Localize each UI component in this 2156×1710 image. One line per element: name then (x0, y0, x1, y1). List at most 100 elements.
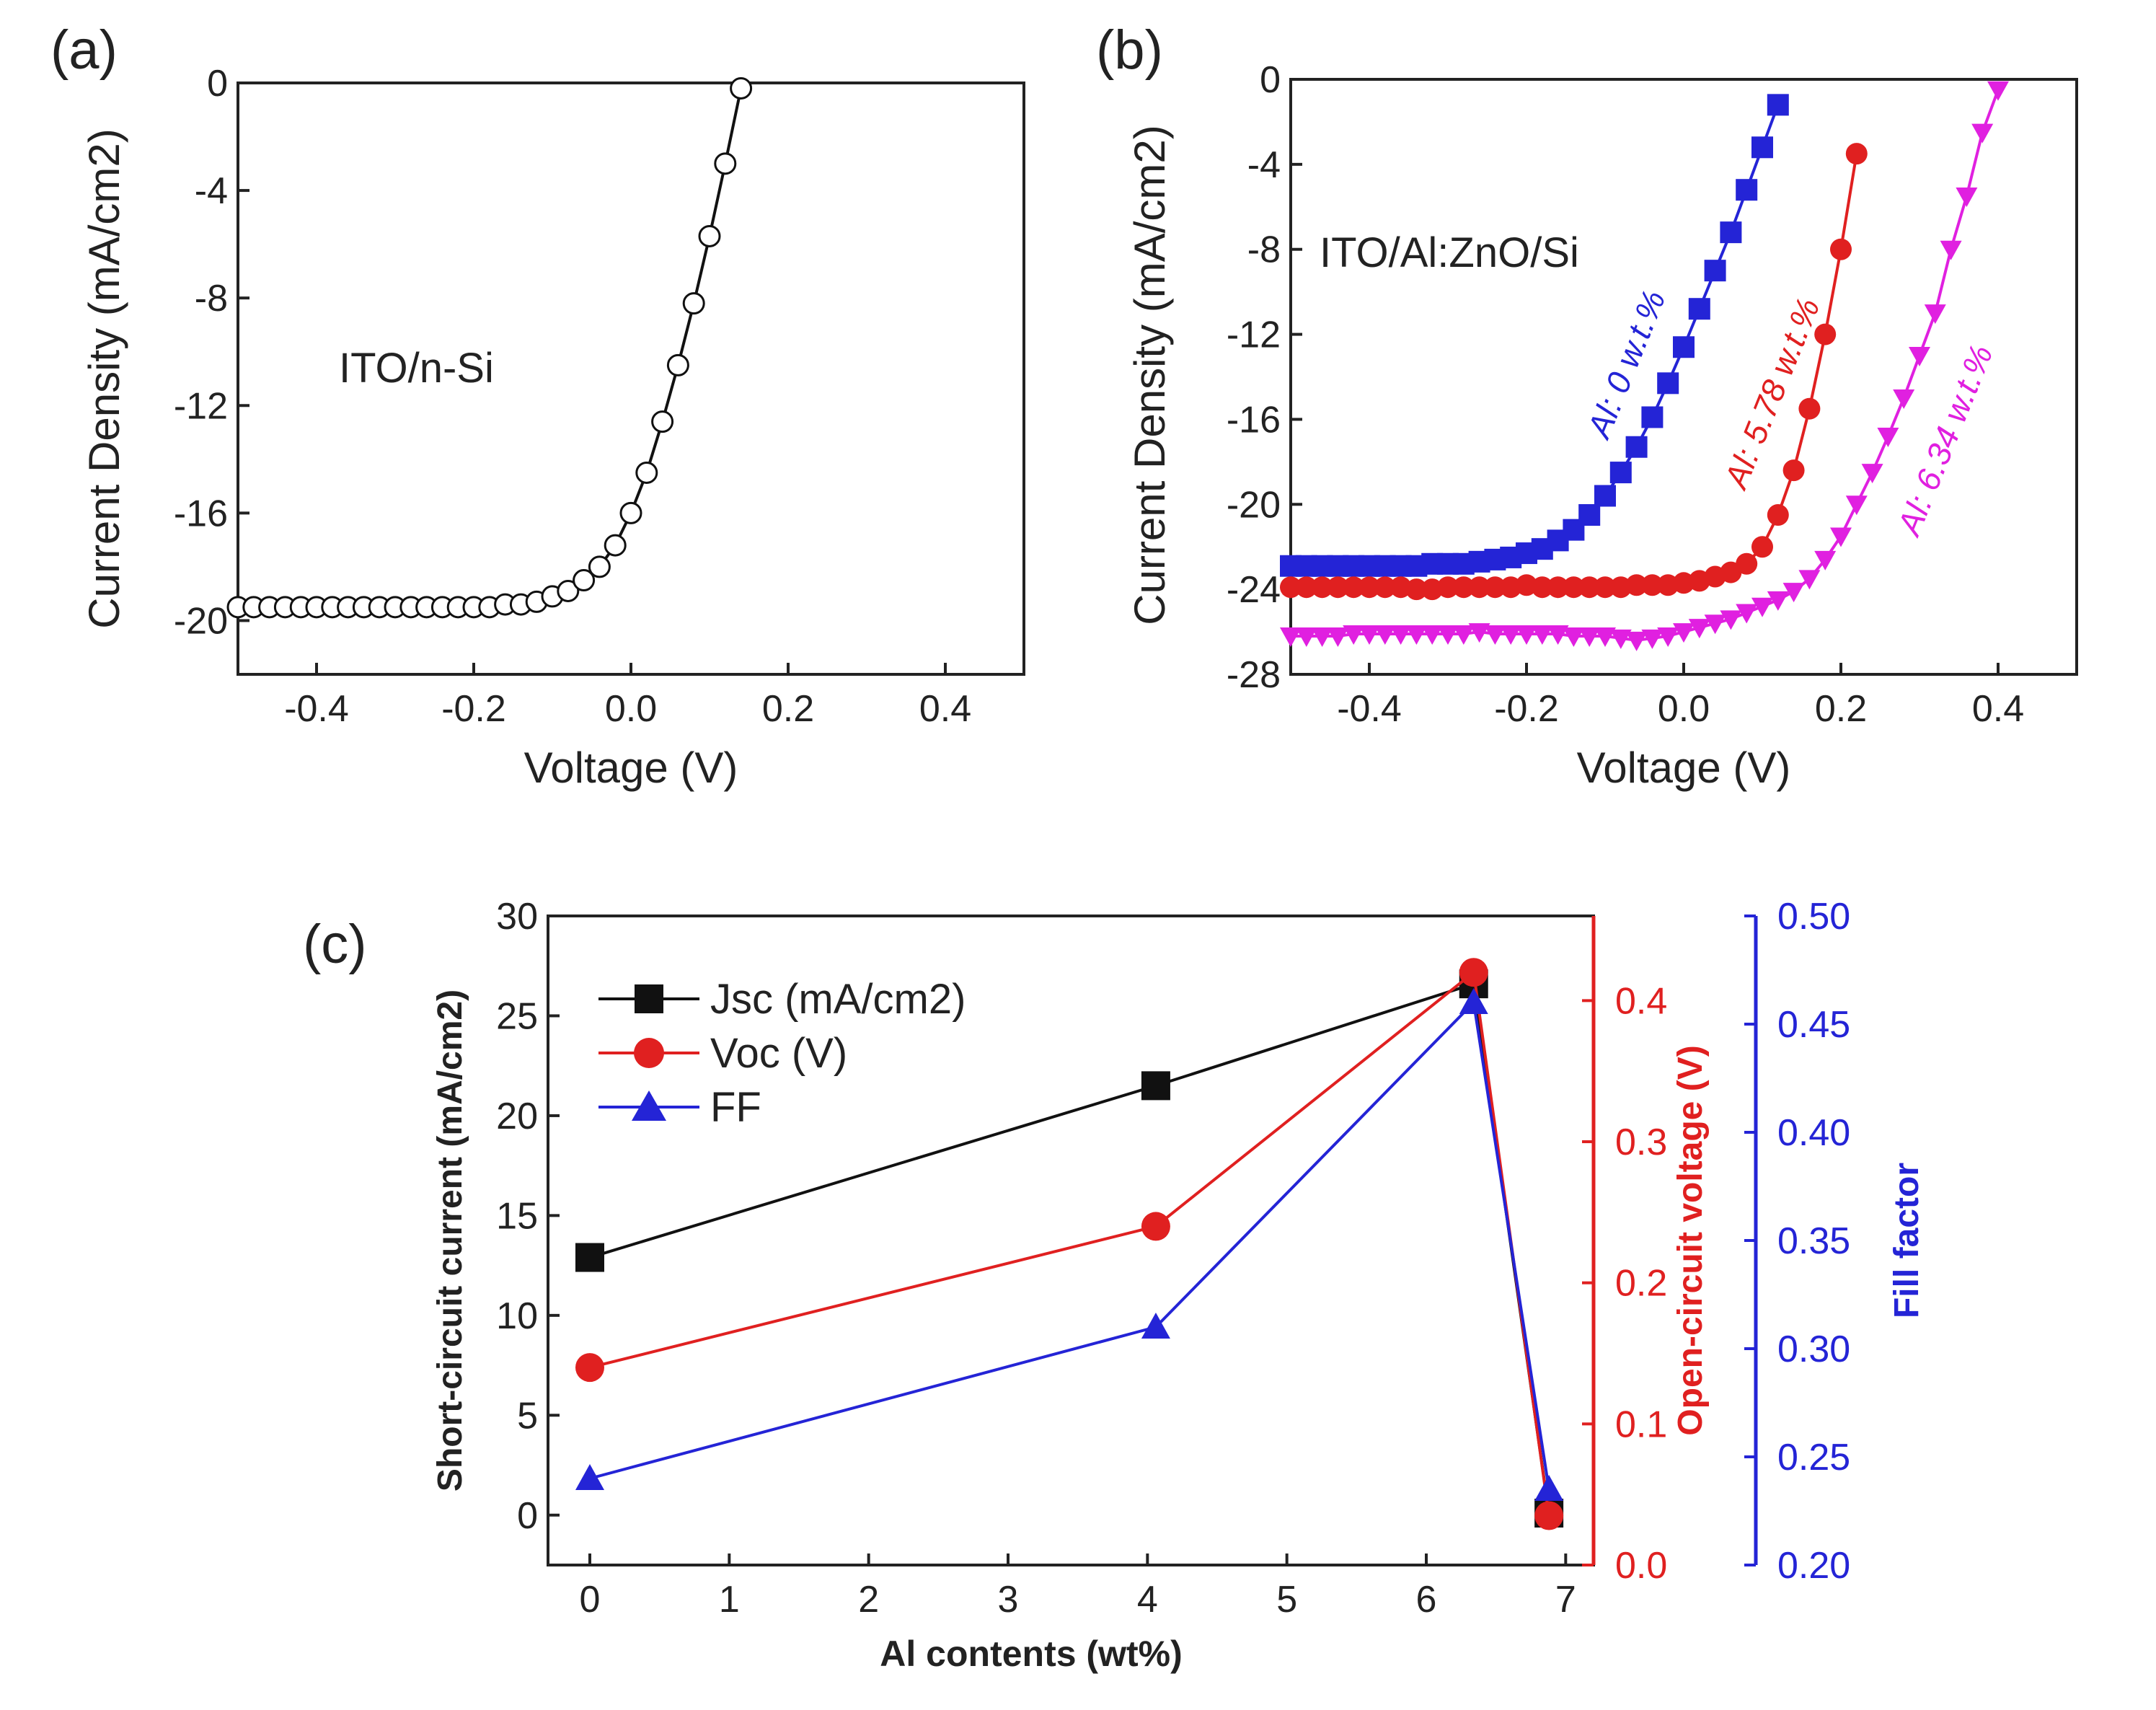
b-series-al578-point (1641, 574, 1664, 596)
b-series-al0-line (1291, 104, 1780, 568)
a-ytick-label: 0 (207, 63, 228, 105)
c-left-ytick-label: 20 (496, 1096, 538, 1137)
c-xtick-label: 5 (1276, 1579, 1297, 1621)
b-series-al634-point (1814, 550, 1837, 570)
panel-b-label: (b) (1096, 19, 1163, 81)
a-ytick-label: -4 (195, 170, 228, 212)
b-series-al634-line (1291, 89, 2000, 642)
c-right2-ytick-label: 0.50 (1777, 896, 1850, 938)
b-series-al634-point (1688, 619, 1710, 639)
b-series-al578-point (1343, 576, 1365, 599)
c-right1-ytick-label: 0.4 (1615, 980, 1667, 1022)
b-series-al0-point (1657, 372, 1679, 395)
b-series-al578-point (1280, 576, 1302, 599)
legend-jsc-marker (635, 984, 663, 1013)
legend-voc-label: Voc (V) (710, 1030, 847, 1077)
legend: Jsc (mA/cm2) Voc (V) FF (598, 976, 966, 1131)
b-series-al634-point (1893, 389, 1915, 409)
c-series-ff-point (1534, 1475, 1564, 1501)
b-series-al578-point (1767, 504, 1789, 526)
panel-b-ticks: -0.4 -0.2 0.0 0.2 0.4 0 -4 -8 -12 -16 -20 -24 -28 (1227, 59, 2024, 730)
c-xtick-label: 0 (580, 1579, 601, 1621)
panel-c-ylabel-right1: Open-circuit voltage (V) (1671, 1045, 1710, 1435)
b-series-al634-point (1516, 625, 1537, 645)
b-series-al634-point (1861, 464, 1883, 484)
c-xtick-label: 7 (1555, 1579, 1576, 1621)
c-left-ytick-label: 25 (496, 995, 538, 1037)
c-xtick-label: 2 (858, 1579, 879, 1621)
panel-c: (c) 0 1 2 3 4 5 6 70510152025300.00.10.20.30.40… (303, 896, 1926, 1674)
c-series-voc-point (1459, 958, 1488, 987)
b-series-al0-point (1641, 406, 1664, 428)
b-series-al634-point (1736, 604, 1758, 624)
c-series-ff-point (1141, 1313, 1170, 1339)
b-series-al0-point (1767, 94, 1789, 116)
b-series-al634-point (1845, 495, 1868, 516)
a-xtick-label: -0.2 (441, 688, 506, 730)
b-series-al578-point (1782, 459, 1805, 482)
c-series-jsc-point (575, 1243, 604, 1272)
b-ytick-label: -16 (1227, 399, 1281, 441)
b-series-al578-point (1516, 574, 1537, 596)
b-series-al578-point (1437, 576, 1459, 599)
b-series-al634-point (1468, 623, 1490, 643)
b-series-al634-point (1924, 304, 1946, 325)
b-series-al634-point (1484, 625, 1506, 645)
b-series-al634-point (1452, 625, 1475, 645)
b-series-al634-point (1594, 627, 1616, 647)
panel-b-annotation: ITO/Al:ZnO/Si (1320, 229, 1579, 276)
panel-c-frame (547, 915, 1595, 1566)
b-series-al578-point (1657, 574, 1679, 596)
b-series-al0-point (1688, 298, 1710, 320)
a-ytick-label: -16 (174, 493, 228, 534)
b-series-al578-point (1358, 576, 1380, 599)
a-xtick-label: 0.0 (605, 688, 657, 730)
b-series-al634-point (1798, 570, 1821, 590)
b-series-al578-point (1452, 576, 1475, 599)
b-series-al578-point (1814, 323, 1837, 345)
b-xtick-label: 0.4 (1972, 688, 2024, 730)
c-left-ytick-label: 15 (496, 1195, 538, 1237)
a-xtick-label: 0.4 (919, 688, 971, 730)
b-series-al578-point (1751, 536, 1773, 558)
b-series-al578-point (1594, 576, 1616, 599)
b-series-al578-point (1390, 576, 1412, 599)
b-xtick-label: -0.4 (1337, 688, 1402, 730)
b-series-al578-point (1609, 576, 1632, 599)
c-right2-ytick-label: 0.40 (1777, 1112, 1850, 1154)
b-series-al0-point (1609, 462, 1632, 484)
legend-ff-marker (632, 1090, 666, 1121)
b-series-al634-point (1673, 623, 1695, 643)
panel-c-ylabel-left: Short-circuit current (mA/cm2) (431, 990, 469, 1491)
b-series-al578-point (1311, 576, 1333, 599)
panel-b-data (1280, 81, 2009, 651)
panel-b: (b) -0.4 -0.2 0.0 0.2 0.4 0 -4 -8 -12 -16 -20 -24 -2… (1096, 19, 2078, 792)
b-xtick-label: 0.2 (1815, 688, 1867, 730)
b-ytick-label: -28 (1227, 654, 1281, 696)
b-series-al634-point (1956, 188, 1978, 208)
b-series-al634-point (1782, 583, 1805, 603)
c-left-ytick-label: 0 (517, 1495, 538, 1537)
panel-a-ticks: -0.4 -0.2 0.0 0.2 0.4 0 -4 -8 -12 -16 -20 (174, 63, 971, 730)
c-right1-ytick-label: 0.1 (1615, 1403, 1667, 1445)
c-xtick-label: 3 (998, 1579, 1019, 1621)
b-series-al578-point (1798, 397, 1821, 420)
panel-c-data (575, 958, 1564, 1530)
b-series-al0-point (1704, 260, 1726, 282)
series-label-al-5-78: Al: 5.78 w.t.% (1716, 293, 1827, 495)
b-series-al578-point (1547, 576, 1569, 599)
panel-a-label: (a) (50, 19, 118, 81)
c-right2-ytick-label: 0.25 (1777, 1437, 1850, 1478)
b-series-al634-point (1311, 627, 1333, 647)
b-series-al634-point (1830, 527, 1852, 547)
b-series-al578-point (1484, 576, 1506, 599)
b-series-al634-point (1358, 625, 1380, 645)
panel-a-ylabel: Current Density (mA/cm2) (80, 128, 128, 628)
a-series-point (573, 569, 596, 592)
b-ytick-label: -20 (1227, 484, 1281, 526)
c-right1-ytick-label: 0.3 (1615, 1121, 1667, 1163)
b-series-al634-point (1971, 123, 1994, 144)
b-xtick-label: -0.2 (1494, 688, 1559, 730)
b-series-al578-point (1421, 578, 1444, 601)
b-series-al634-point (1374, 625, 1396, 645)
